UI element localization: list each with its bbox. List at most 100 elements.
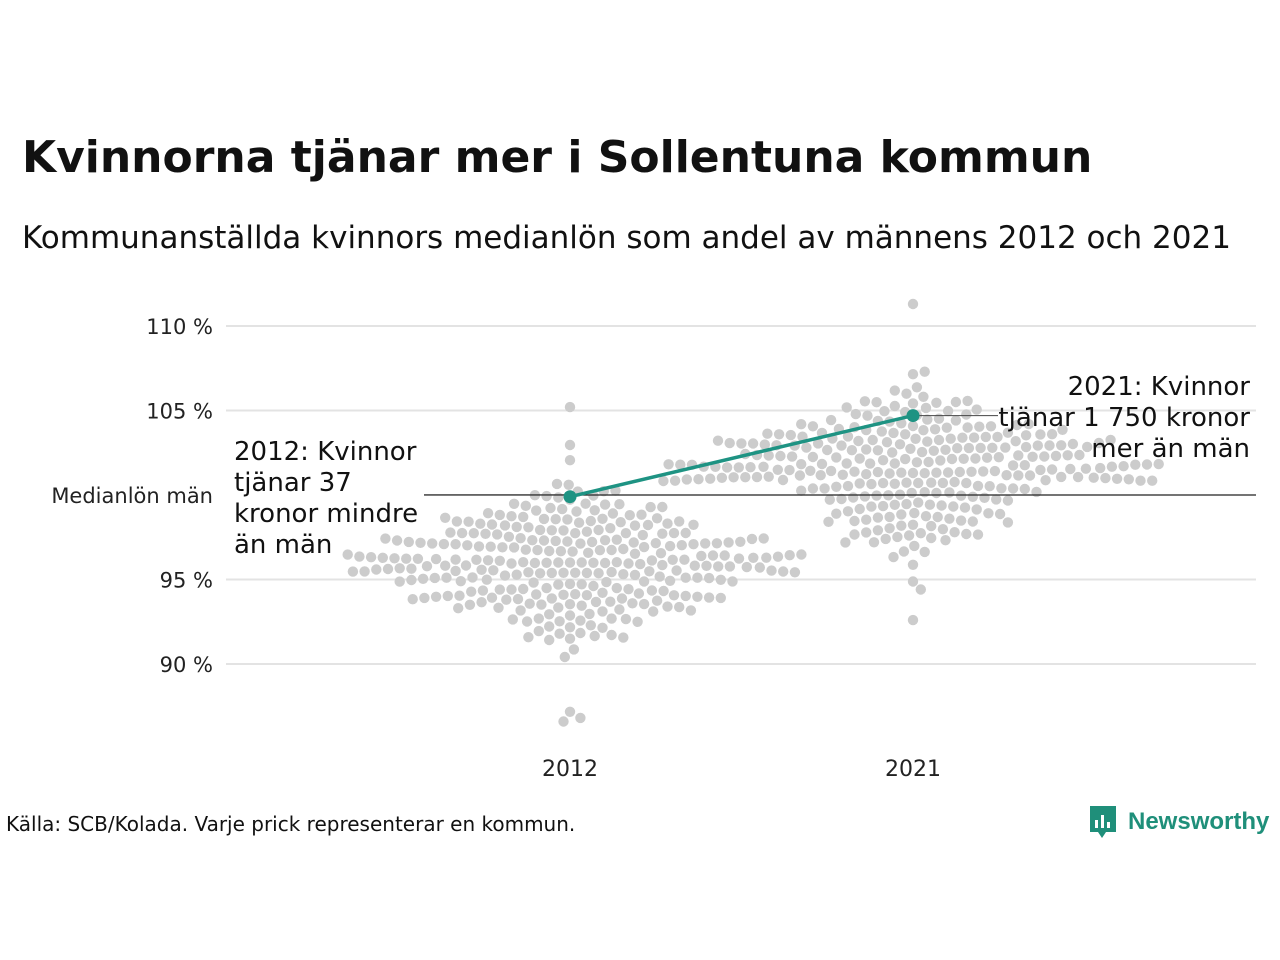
municipality-dot-2021 <box>950 415 962 426</box>
municipality-dot-2012 <box>533 613 544 624</box>
municipality-dot-2021 <box>888 427 899 439</box>
municipality-dot-2012 <box>371 564 382 575</box>
municipality-dot-2021 <box>854 453 865 464</box>
municipality-dot-2021 <box>926 520 937 532</box>
municipality-dot-2012 <box>407 594 418 605</box>
municipality-dot-2012 <box>629 520 641 531</box>
municipality-dot-2021 <box>1013 470 1024 481</box>
municipality-dot-2021 <box>889 499 900 510</box>
municipality-dot-2012 <box>748 552 759 563</box>
municipality-dot-2021 <box>906 487 917 499</box>
municipality-dot-2021 <box>786 451 798 462</box>
municipality-dot-2012 <box>664 540 676 552</box>
newsworthy-logo-icon <box>1090 806 1116 838</box>
municipality-dot-2021 <box>993 452 1004 463</box>
municipality-dot-2021 <box>984 481 995 492</box>
municipality-dot-2012 <box>581 567 593 579</box>
municipality-dot-2021 <box>962 422 973 433</box>
municipality-dot-2012 <box>628 537 639 548</box>
x-axis-ticks: 2012 2021 <box>542 757 941 782</box>
municipality-dot-2021 <box>907 559 919 570</box>
municipality-dot-2012 <box>553 602 564 613</box>
municipality-dot-2021 <box>815 470 826 481</box>
municipality-dot-2012 <box>559 651 570 663</box>
municipality-dot-2012 <box>557 503 568 515</box>
municipality-dot-2021 <box>872 525 884 536</box>
municipality-dot-2012 <box>499 520 511 531</box>
municipality-dot-2021 <box>836 493 847 505</box>
municipality-dot-2021 <box>1002 495 1014 506</box>
municipality-dot-2021 <box>675 459 686 470</box>
municipality-dot-2021 <box>896 467 907 478</box>
municipality-dot-2012 <box>494 509 505 521</box>
municipality-dot-2021 <box>1074 449 1085 461</box>
municipality-dot-2021 <box>942 405 954 417</box>
municipality-dot-2012 <box>623 558 634 569</box>
municipality-dot-2012 <box>588 580 599 592</box>
municipality-dot-2021 <box>907 519 919 530</box>
municipality-dot-2021 <box>876 426 887 437</box>
municipality-dot-2012 <box>529 557 541 569</box>
municipality-dot-2012 <box>664 575 676 586</box>
municipality-dot-2012 <box>741 561 752 573</box>
municipality-dot-2012 <box>570 567 581 578</box>
municipality-dot-2021 <box>1106 461 1118 472</box>
municipality-dot-2021 <box>1056 440 1067 451</box>
annotation-line: än män <box>234 530 332 560</box>
municipality-dot-2012 <box>772 551 784 562</box>
municipality-dot-2012 <box>450 554 461 565</box>
municipality-dot-2012 <box>588 557 599 568</box>
municipality-dot-2021 <box>871 490 882 501</box>
municipality-dot-2012 <box>685 605 697 616</box>
municipality-dot-2012 <box>494 584 505 595</box>
highlight-series <box>424 409 998 504</box>
municipality-dot-2021 <box>901 477 912 488</box>
municipality-dot-2012 <box>492 529 503 540</box>
municipality-dot-2021 <box>796 485 807 496</box>
municipality-dot-2021 <box>1046 464 1058 475</box>
municipality-dot-2021 <box>849 466 860 477</box>
municipality-dot-2012 <box>476 597 487 608</box>
municipality-dot-2012 <box>594 545 606 556</box>
municipality-dot-2021 <box>907 576 919 587</box>
municipality-dot-2012 <box>657 528 668 539</box>
municipality-dot-2021 <box>751 471 763 483</box>
municipality-dot-2021 <box>915 584 926 595</box>
municipality-dot-2012 <box>575 615 586 626</box>
municipality-dot-2012 <box>599 535 611 546</box>
municipality-dot-2021 <box>915 528 926 539</box>
municipality-dot-2012 <box>553 579 564 590</box>
municipality-dot-2021 <box>985 421 997 432</box>
municipality-dot-2012 <box>512 593 524 605</box>
municipality-dot-2012 <box>564 401 576 413</box>
municipality-dot-2012 <box>450 565 461 577</box>
municipality-dot-2021 <box>932 511 943 523</box>
municipality-dot-2012 <box>534 568 546 579</box>
municipality-dot-2012 <box>545 502 556 514</box>
beeswarm-chart: Medianlön män 90 % 95 % 105 % 110 % 2012 202… <box>51 298 1256 782</box>
municipality-dot-2021 <box>836 440 847 451</box>
municipality-dot-2021 <box>949 476 960 488</box>
municipality-dot-2021 <box>911 457 923 468</box>
municipality-dot-2012 <box>597 587 608 598</box>
municipality-dot-2021 <box>1123 474 1135 485</box>
municipality-dot-2021 <box>1039 451 1050 462</box>
municipality-dot-2021 <box>861 444 872 455</box>
municipality-dot-2021 <box>1141 459 1153 470</box>
annotation-line: tjänar 1 750 kronor <box>998 403 1250 433</box>
municipality-dot-2012 <box>680 572 691 583</box>
municipality-dot-2012 <box>534 524 546 536</box>
municipality-dot-2021 <box>926 532 937 544</box>
municipality-dot-2021 <box>926 477 937 488</box>
municipality-dot-2021 <box>728 472 739 483</box>
municipality-dot-2021 <box>759 439 770 450</box>
municipality-dot-2021 <box>1062 450 1073 461</box>
municipality-dot-2021 <box>872 445 884 456</box>
municipality-dot-2012 <box>558 589 569 600</box>
municipality-dot-2012 <box>632 616 643 627</box>
municipality-dot-2012 <box>674 601 685 613</box>
municipality-dot-2012 <box>464 599 476 610</box>
municipality-dot-2021 <box>784 464 795 476</box>
municipality-dot-2021 <box>967 516 978 527</box>
municipality-dot-2012 <box>585 515 596 527</box>
